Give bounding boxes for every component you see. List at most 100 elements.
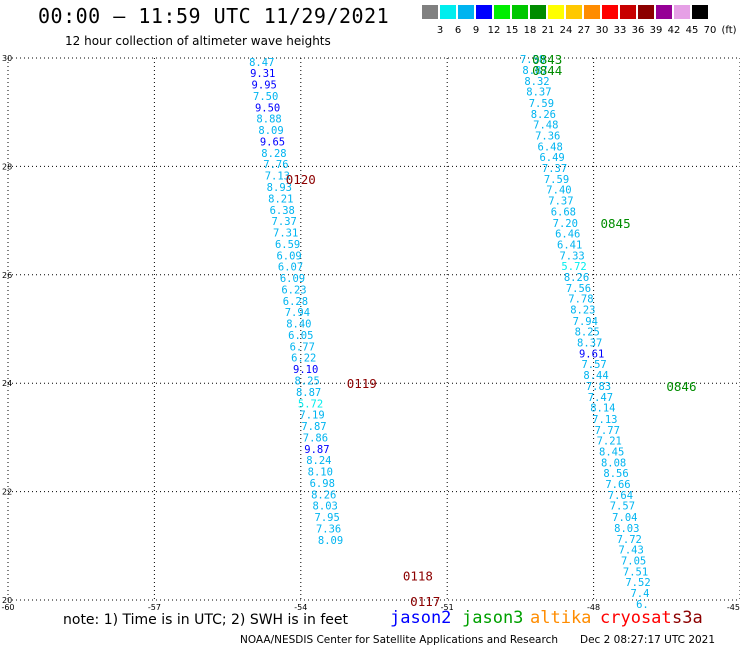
wave-height-value: 7.47 [588, 392, 613, 404]
wave-height-value: 7.72 [617, 534, 642, 546]
y-tick-label: 22 [2, 488, 12, 497]
wave-height-value: 8.03 [614, 523, 639, 535]
legend-swatch [692, 5, 708, 19]
wave-height-value: 7.37 [542, 163, 567, 175]
wave-height-value: 9.65 [260, 136, 285, 148]
mission-label-altika: altika [530, 608, 592, 628]
legend-swatch [494, 5, 510, 19]
wave-height-value: 7.57 [610, 501, 635, 513]
wave-height-value: 9.61 [579, 348, 604, 360]
legend-label: 21 [541, 25, 555, 36]
credit-text: NOAA/NESDIS Center for Satellite Applica… [240, 634, 558, 646]
wave-height-value: 8.37 [526, 87, 551, 99]
wave-height-value: 9.95 [252, 80, 277, 92]
wave-height-value: 8.09 [318, 535, 343, 547]
pass-time-label: 0118 [403, 569, 433, 584]
legend-swatch [422, 5, 438, 19]
wave-height-value: 7.31 [273, 228, 298, 240]
wave-height-value: 9.87 [304, 444, 329, 456]
generated-timestamp: Dec 2 08:27:17 UTC 2021 [580, 634, 716, 646]
wave-height-value: 8.47 [249, 57, 274, 69]
wave-height-value: 8.08 [601, 457, 626, 469]
legend-swatch [530, 5, 546, 19]
wave-height-value: 8.37 [577, 338, 602, 350]
wave-height-value: 6.68 [551, 206, 576, 218]
wave-height-value: 5.72 [561, 261, 586, 273]
mission-label-jason3: jason3 [462, 608, 524, 628]
wave-height-value: 7.52 [625, 577, 650, 589]
wave-height-value: 8.26 [531, 109, 556, 121]
wave-height-value: 7.77 [595, 425, 620, 437]
wave-height-value: 8.23 [570, 304, 595, 316]
wave-height-value: 7.76 [263, 159, 288, 171]
wave-height-value: 6.09 [280, 273, 305, 285]
pass-time-label: 0119 [347, 376, 377, 391]
legend-swatch [584, 5, 600, 19]
legend-label: 24 [559, 25, 573, 36]
wave-height-value: 7.05 [621, 555, 646, 567]
wave-height-value: 6.38 [270, 205, 295, 217]
y-tick-label: 28 [2, 162, 12, 171]
page-subtitle: 12 hour collection of altimeter wave hei… [65, 34, 331, 48]
legend-label: 18 [523, 25, 537, 36]
wave-height-value: 8.87 [296, 387, 321, 399]
legend-swatch [548, 5, 564, 19]
pass-time-label: 0846 [666, 379, 696, 394]
wave-height-value: 8.26 [311, 489, 336, 501]
wave-height-value: 7.21 [597, 436, 622, 448]
wave-height-value: 6.22 [291, 353, 316, 365]
wave-height-value: 6.23 [281, 284, 306, 296]
wave-height-value: 7.37 [548, 196, 573, 208]
legend-swatch [602, 5, 618, 19]
pass-time-label: 0844 [532, 63, 562, 78]
legend-label: 15 [505, 25, 519, 36]
wave-height-value: 8.14 [590, 403, 615, 415]
y-tick-label: 20 [2, 596, 12, 605]
wave-height-value: 8.45 [599, 446, 624, 458]
wave-height-value: 7.50 [253, 91, 278, 103]
pass-time-label: 0843 [532, 52, 562, 67]
wave-height-value: 6.09 [276, 250, 301, 262]
wave-height-value: 8.32 [524, 76, 549, 88]
legend-swatch [656, 5, 672, 19]
wave-height-value: 8.87 [522, 65, 547, 77]
wave-height-value: 7.51 [623, 566, 648, 578]
wave-height-value: 7.94 [573, 316, 598, 328]
wave-height-value: 9.31 [250, 68, 275, 80]
legend-label: 9 [472, 25, 480, 36]
wave-height-value: 8.93 [267, 182, 292, 194]
wave-height-value: 7.13 [265, 171, 290, 183]
legend-label: 36 [631, 25, 645, 36]
x-tick-label: -57 [148, 603, 161, 612]
wave-height-value: 8.26 [564, 272, 589, 284]
wave-height-value: 9.50 [255, 102, 280, 114]
wave-height-value: 7.33 [559, 250, 584, 262]
wave-height-value: 8.25 [294, 375, 319, 387]
legend-swatch [620, 5, 636, 19]
wave-height-value: 8.10 [308, 467, 333, 479]
wave-height-value: 9.10 [293, 364, 318, 376]
mission-label-s3a: s3a [672, 608, 703, 628]
wave-height-value: 7.4 [630, 588, 649, 600]
wave-height-value: 6.05 [288, 330, 313, 342]
wave-height-value: 7.37 [272, 216, 297, 228]
legend-swatch [566, 5, 582, 19]
wave-height-value: 7.13 [592, 414, 617, 426]
wave-height-value: 6.41 [557, 239, 582, 251]
wave-height-value: 8.56 [603, 468, 628, 480]
wave-height-value: 7.83 [586, 381, 611, 393]
wave-height-value: 6.77 [290, 341, 315, 353]
wave-height-value: 6. [636, 599, 649, 611]
legend-swatch [440, 5, 456, 19]
wave-height-value: 7.40 [546, 185, 571, 197]
wave-height-value: 7.66 [605, 479, 630, 491]
x-tick-label: -60 [1, 603, 14, 612]
wave-height-value: 6.07 [278, 262, 303, 274]
wave-height-value: 6.49 [539, 152, 564, 164]
legend-label: 6 [454, 25, 462, 36]
x-tick-label: -45 [727, 603, 740, 612]
wave-height-value: 8.21 [268, 193, 293, 205]
wave-height-value: 8.09 [258, 125, 283, 137]
